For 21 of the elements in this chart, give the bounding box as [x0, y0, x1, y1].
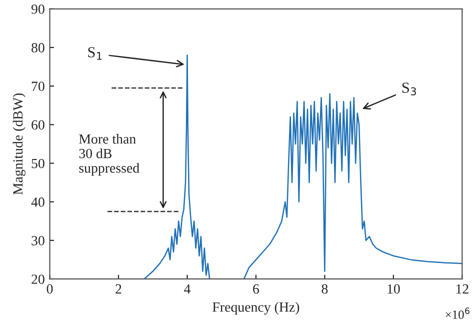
y-tick-label: 90 — [31, 4, 44, 14]
y-tick-label: 30 — [32, 236, 44, 246]
y-tick-label: 80 — [32, 43, 44, 52]
x-tick-label: 2 — [116, 284, 122, 294]
x-tick-label: 6 — [253, 284, 260, 294]
x-tick-label: 12 — [456, 284, 468, 294]
y-axis-title: Magnitude (dBW) — [12, 93, 26, 195]
y-tick-label: 70 — [32, 82, 44, 92]
x-tick-label: 4 — [184, 284, 190, 294]
annotation: S$_{3}$ — [402, 82, 416, 96]
annotation: S$_{1}$ — [88, 47, 102, 60]
y-tick-label: 60 — [32, 120, 44, 130]
y-tick-label: 50 — [32, 158, 44, 168]
annotation: More than 30 dB suppressed — [79, 134, 140, 176]
x-tick-label: 10 — [388, 284, 400, 294]
x-axis-title: Frequency (Hz) — [212, 302, 300, 315]
x-tick-label: 8 — [322, 284, 328, 294]
x-tick-label: 0 — [46, 284, 53, 294]
y-tick-label: 20 — [32, 274, 44, 284]
y-tick-label: 40 — [31, 197, 44, 207]
text: ×10$^{6}$ — [446, 308, 470, 319]
